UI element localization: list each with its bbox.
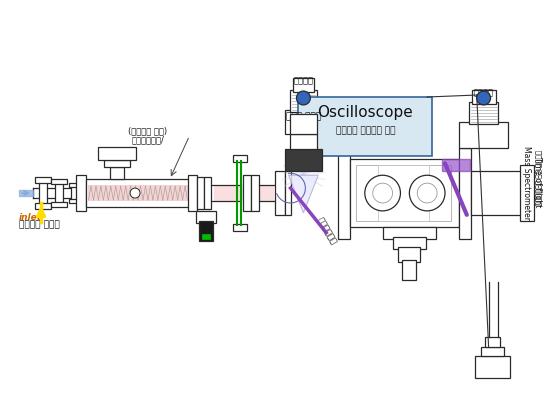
Bar [382, 227, 436, 239]
Bar [459, 148, 471, 239]
Circle shape [365, 175, 400, 211]
Bar [188, 175, 197, 211]
Bar [251, 175, 259, 211]
Text: 터보펜프: 터보펜프 [293, 76, 313, 85]
Text: Oscilloscope: Oscilloscope [318, 105, 413, 120]
Bar [202, 234, 211, 239]
Text: 연속파제이저: 연속파제이저 [316, 215, 338, 246]
Bar [472, 90, 496, 104]
Bar [51, 202, 67, 207]
Bar [205, 177, 211, 209]
Bar [69, 183, 79, 187]
Bar [51, 179, 67, 184]
Bar [289, 134, 317, 150]
Polygon shape [288, 175, 318, 213]
Bar [459, 122, 509, 148]
Bar [196, 211, 217, 223]
Bar [338, 148, 350, 239]
Bar [469, 102, 498, 124]
Text: inlet: inlet [19, 213, 42, 222]
Text: 공기역할렌즈/: 공기역할렌즈/ [132, 136, 164, 144]
Bar [85, 179, 189, 207]
Bar [393, 237, 426, 248]
Circle shape [296, 91, 310, 105]
Bar [233, 156, 247, 162]
Bar [442, 159, 470, 171]
Bar [104, 160, 130, 167]
Bar [481, 347, 504, 357]
Bar [485, 337, 500, 347]
Circle shape [417, 183, 437, 203]
Text: 산란광 검출기: 산란광 검출기 [286, 112, 321, 121]
Bar [520, 165, 534, 221]
Bar [285, 171, 290, 215]
Bar [200, 221, 213, 240]
Bar [299, 97, 432, 156]
Bar [356, 165, 451, 221]
Bar [55, 183, 63, 203]
Circle shape [373, 183, 393, 203]
Circle shape [130, 188, 140, 198]
Bar [378, 165, 429, 221]
Bar [39, 181, 47, 205]
Bar [475, 357, 510, 378]
Bar [214, 185, 274, 201]
Bar [289, 90, 317, 112]
Bar [88, 185, 188, 201]
Bar [233, 224, 247, 231]
Bar [398, 246, 421, 262]
Bar [110, 167, 124, 179]
Bar [275, 171, 285, 215]
Bar [471, 171, 522, 215]
Text: 비행시간 이온 질량분석장치: 비행시간 이온 질량분석장치 [535, 150, 541, 206]
Text: 전기신호 모니터링 장치: 전기신호 모니터링 장치 [336, 126, 395, 135]
Text: (미세먼지 집속): (미세먼지 집속) [128, 127, 168, 136]
Bar [350, 159, 459, 227]
Bar [243, 175, 251, 211]
Bar [293, 78, 314, 92]
Bar [285, 150, 322, 171]
Bar [35, 203, 51, 209]
Bar [197, 177, 205, 209]
Bar [69, 199, 79, 203]
Bar [98, 146, 136, 160]
Circle shape [410, 175, 445, 211]
Bar [289, 114, 317, 134]
Text: Time-of-flight
Mass Spectrometer: Time-of-flight Mass Spectrometer [522, 146, 542, 220]
Bar [285, 110, 322, 134]
Text: 미세먼지 유입부: 미세먼지 유입부 [19, 221, 60, 230]
Bar [76, 175, 85, 211]
Bar [403, 260, 416, 280]
Text: 터보펜프: 터보펜프 [474, 88, 493, 97]
Circle shape [477, 91, 491, 105]
Bar [71, 185, 77, 201]
Bar [35, 177, 51, 183]
